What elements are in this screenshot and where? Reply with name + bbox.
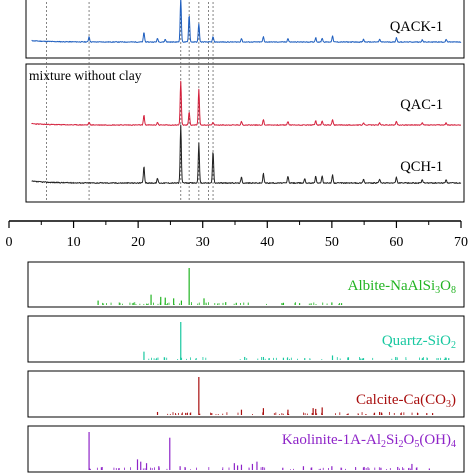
group-label: mixture without clay (29, 68, 142, 83)
reference-label: Calcite-Ca(CO3) (356, 392, 456, 410)
reference-label: Quartz-SiO2 (382, 333, 456, 351)
x-tick-label: 50 (325, 235, 339, 250)
x-tick-label: 70 (454, 235, 468, 250)
sample-panels: mixture without clay QACK-1 QAC-1 QCH-1 (25, 0, 465, 203)
sample-frame (25, 0, 465, 59)
reference-frame (27, 315, 465, 363)
x-tick-label: 40 (260, 235, 274, 250)
reference-frame (27, 425, 465, 473)
series-label-qch-1: QCH-1 (400, 159, 443, 175)
reference-panels: Albite-NaAlSi3O8 Quartz-SiO2 Calcite-Ca(CO… (27, 261, 465, 473)
x-tick-label: 60 (389, 235, 403, 250)
series-line-qack-1 (31, 0, 462, 43)
x-tick-label: 0 (6, 235, 13, 250)
reference-label: Albite-NaAlSi3O8 (348, 278, 456, 296)
series-label-qac-1: QAC-1 (400, 97, 443, 113)
x-tick-label: 30 (196, 235, 210, 250)
series-label-qack-1: QACK-1 (390, 19, 443, 35)
sample-frame (25, 63, 465, 203)
series-line-qac-1 (31, 80, 462, 126)
series-line-qch-1 (31, 124, 462, 185)
reference-frame (27, 370, 465, 418)
reference-label: Kaolinite-1A-Al2Si2O5(OH)4 (282, 432, 456, 450)
reference-frame (27, 261, 465, 308)
two-theta-axis: 0 10 20 30 40 50 60 70 (6, 220, 468, 250)
x-tick-label: 20 (131, 235, 145, 250)
x-tick-label: 10 (67, 235, 81, 250)
